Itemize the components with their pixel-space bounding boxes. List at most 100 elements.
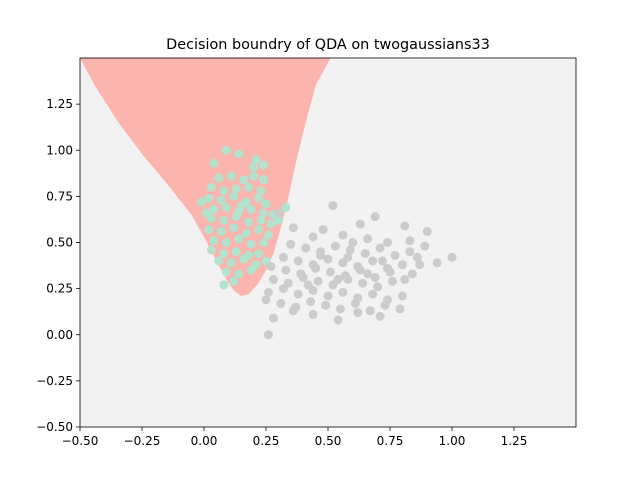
class1-point <box>204 193 214 203</box>
class1-point <box>249 162 259 172</box>
class1-point <box>221 267 231 277</box>
class2-point <box>447 252 457 262</box>
class1-point <box>206 245 216 255</box>
class2-point <box>370 273 380 283</box>
class2-point <box>266 261 276 271</box>
class2-point <box>353 308 363 318</box>
class2-point <box>333 274 343 284</box>
class2-point <box>321 300 331 310</box>
class2-point <box>306 297 316 307</box>
class2-point <box>373 282 383 292</box>
x-tick-label: −0.50 <box>62 434 99 448</box>
class2-point <box>261 295 271 305</box>
class2-point <box>286 239 296 249</box>
class2-point <box>368 289 378 299</box>
class1-point <box>261 199 271 209</box>
y-axis: −0.50 −0.25 0.00 0.25 0.50 0.75 1.00 1.25 <box>36 97 80 434</box>
class2-point <box>288 306 298 316</box>
class1-point <box>221 238 231 247</box>
class2-point <box>363 234 373 244</box>
class1-point <box>216 195 226 205</box>
class2-point <box>415 260 425 270</box>
class1-point <box>209 204 219 214</box>
class2-point <box>288 223 298 233</box>
class2-point <box>278 252 288 262</box>
class2-point <box>368 256 378 266</box>
class2-point <box>308 232 318 242</box>
class2-point <box>378 256 388 266</box>
y-tick-label: −0.25 <box>36 374 73 388</box>
class2-point <box>390 250 400 260</box>
class1-point <box>234 269 244 279</box>
class1-point <box>241 228 251 238</box>
class2-point <box>358 278 368 288</box>
x-tick-label: 1.25 <box>501 434 528 448</box>
class2-point <box>333 315 343 325</box>
class2-point <box>308 309 318 319</box>
y-tick-label: −0.50 <box>36 420 73 434</box>
class2-point <box>335 304 345 314</box>
class2-point <box>355 265 365 275</box>
y-tick-label: 1.00 <box>46 143 73 157</box>
class1-point <box>256 186 266 196</box>
class2-point <box>397 291 407 301</box>
class2-point <box>293 256 303 266</box>
class1-point <box>259 238 269 247</box>
class1-point <box>231 247 241 257</box>
class2-point <box>412 252 422 262</box>
class1-point <box>221 202 231 212</box>
class2-point <box>360 249 370 259</box>
class1-point <box>209 158 219 168</box>
class2-point <box>395 304 405 314</box>
class1-point <box>246 265 256 275</box>
class2-point <box>263 330 273 340</box>
class2-point <box>405 236 415 246</box>
class1-point <box>251 154 261 164</box>
class2-point <box>407 269 417 279</box>
class2-point <box>405 247 415 257</box>
class1-point <box>246 204 256 214</box>
class2-point <box>293 289 303 299</box>
class1-point <box>221 145 231 155</box>
class1-point <box>219 215 229 225</box>
class1-point <box>249 171 259 181</box>
class1-point <box>266 219 276 229</box>
class2-point <box>343 274 353 284</box>
chart-title: Decision boundry of QDA on twogaussians3… <box>166 37 490 53</box>
class1-point <box>201 208 211 218</box>
class2-point <box>375 243 385 253</box>
class2-point <box>328 201 338 211</box>
class2-point <box>303 280 313 290</box>
class2-point <box>325 267 335 277</box>
class2-point <box>383 238 393 247</box>
class2-point <box>397 260 407 270</box>
class1-point <box>231 212 241 222</box>
class2-point <box>400 221 410 231</box>
class1-points <box>197 145 291 290</box>
class2-point <box>375 311 385 321</box>
class1-point <box>254 225 264 235</box>
class1-point <box>254 249 264 259</box>
x-tick-label: 0.00 <box>191 434 218 448</box>
class2-point <box>345 245 355 255</box>
class1-point <box>244 182 254 192</box>
class2-point <box>380 300 390 310</box>
class2-point <box>298 273 308 283</box>
class2-point <box>301 243 311 253</box>
class2-point <box>422 226 432 236</box>
x-tick-label: −0.25 <box>124 434 161 448</box>
class2-point <box>318 225 328 235</box>
y-tick-label: 0.75 <box>46 189 73 203</box>
class2-point <box>432 258 442 268</box>
class1-point <box>231 184 241 194</box>
y-tick-label: 0.50 <box>46 236 73 250</box>
class2-point <box>263 287 273 297</box>
class2-point <box>330 241 340 251</box>
class1-point <box>259 160 269 170</box>
class1-point <box>244 217 254 227</box>
class1-point <box>206 182 216 192</box>
class1-point <box>254 193 264 203</box>
class2-point <box>370 212 380 222</box>
class2-point <box>281 265 291 275</box>
